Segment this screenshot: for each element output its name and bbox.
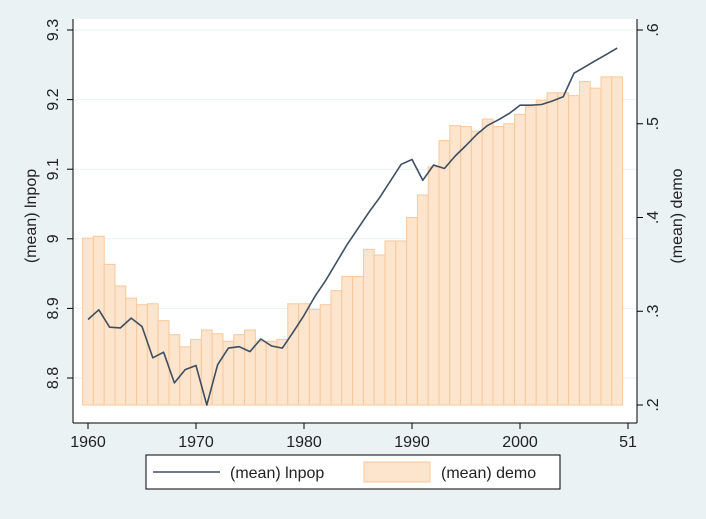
x-tick-label: 2000 [502, 434, 538, 451]
demo-bar [211, 333, 224, 406]
demo-bar [146, 303, 159, 406]
demo-bar [611, 76, 624, 406]
demo-bar [341, 276, 354, 406]
demo-bar [222, 340, 235, 406]
demo-bar [470, 130, 483, 406]
demo-bar [103, 263, 116, 406]
legend-label-lnpop: (mean) lnpop [230, 465, 324, 482]
right-tick-label: .5 [645, 117, 662, 130]
x-tick-label: 51 [619, 434, 637, 451]
demo-bar [546, 92, 559, 406]
x-tick-label: 1970 [178, 434, 214, 451]
demo-bar [125, 297, 138, 406]
left-tick-label: 9.1 [45, 158, 62, 180]
demo-bar [395, 240, 408, 406]
right-tick-label: .3 [645, 304, 662, 317]
demo-bar [82, 237, 94, 406]
demo-bar [568, 95, 580, 406]
demo-bar [578, 81, 591, 406]
left-tick-label: 8.8 [45, 367, 62, 389]
demo-bar [362, 248, 375, 406]
left-tick-label: 8.9 [45, 297, 62, 319]
demo-bar [503, 123, 516, 406]
x-tick-label: 1980 [286, 434, 322, 451]
demo-bar [438, 140, 451, 406]
demo-bar [233, 334, 246, 406]
demo-bar [449, 125, 462, 406]
demo-bar [589, 87, 602, 406]
right-tick-label: .4 [645, 211, 662, 224]
demo-bar [524, 106, 537, 406]
lnpop-line [87, 47, 618, 406]
demo-bar [557, 92, 570, 406]
demo-bar [114, 285, 127, 406]
right-tick-label: .2 [645, 398, 662, 411]
demo-bar [384, 240, 397, 406]
axes: 8.8 8.9 9 9.1 9.2 9.3 .2 .3 .4 .5 .6 1960 1970 1980 19… [45, 19, 662, 451]
demo-bar [298, 303, 310, 406]
demo-bar [308, 308, 321, 406]
lnpop-line-layer [87, 47, 618, 406]
demo-bar [330, 290, 343, 406]
legend: (mean) lnpop (mean) demo [145, 454, 561, 490]
demo-bar [406, 217, 418, 406]
right-axis-label: (mean) demo [669, 168, 686, 263]
demo-bar [92, 235, 105, 406]
legend-bar-swatch [363, 461, 431, 483]
demo-bars [82, 76, 624, 406]
demo-bar [244, 329, 256, 406]
left-axis-label: (mean) lnpop [23, 169, 40, 263]
demo-bar [600, 76, 613, 406]
demo-bar [481, 118, 494, 406]
demo-bar [352, 276, 364, 406]
demo-bar [190, 338, 202, 406]
demo-bar [136, 304, 148, 406]
demo-bar [535, 99, 548, 406]
x-tick-label: 1960 [70, 434, 106, 451]
demo-bar [416, 194, 429, 406]
demo-bar [265, 340, 278, 406]
right-tick-label: .6 [645, 23, 662, 36]
left-tick-label: 9.3 [45, 19, 62, 41]
demo-bar [373, 254, 386, 406]
left-tick-label: 9 [45, 234, 62, 243]
demo-bar [427, 166, 440, 406]
demo-bar [319, 304, 332, 406]
demo-bar [276, 338, 289, 406]
left-tick-label: 9.2 [45, 88, 62, 110]
demo-bar [514, 113, 526, 406]
demo-bar [460, 126, 472, 406]
x-tick-label: 1990 [394, 434, 430, 451]
demo-bar [179, 346, 192, 406]
demo-bar [254, 340, 267, 406]
legend-label-demo: (mean) demo [441, 465, 536, 482]
demo-bar [492, 126, 505, 406]
demo-bar [287, 303, 300, 406]
